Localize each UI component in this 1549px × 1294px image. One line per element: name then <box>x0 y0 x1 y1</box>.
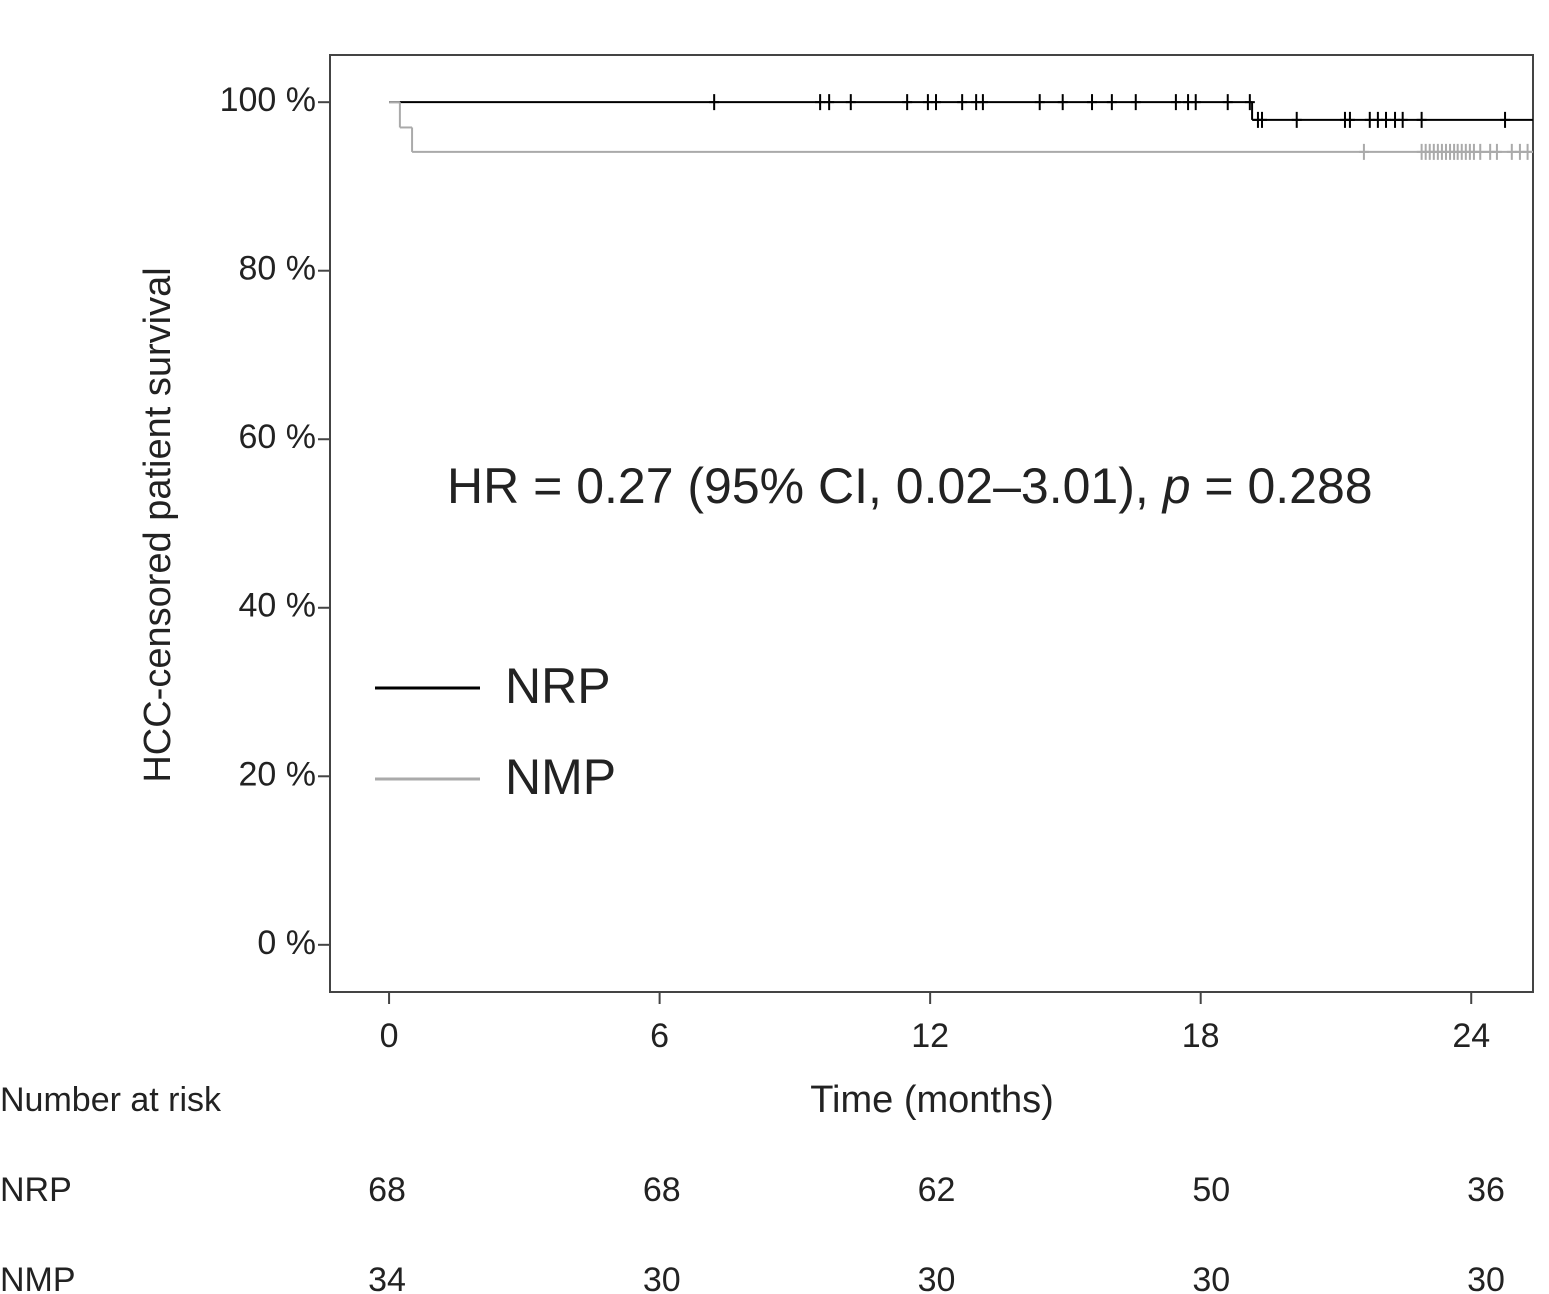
censor-mark <box>1106 94 1117 111</box>
risk-value: 68 <box>368 1171 406 1209</box>
censor-mark <box>1491 143 1502 160</box>
censor-mark <box>709 94 720 111</box>
censor-mark <box>1257 111 1268 128</box>
x-tick-label: 12 <box>911 1017 949 1055</box>
censor-mark <box>1130 94 1141 111</box>
annotation-text: HR = 0.27 (95% CI, 0.02–3.01), <box>447 458 1163 514</box>
y-tick-label: 40 % <box>239 587 317 625</box>
risk-value: 30 <box>918 1261 956 1294</box>
censor-mark <box>977 94 988 111</box>
censor-mark <box>931 94 942 111</box>
censor-mark <box>1190 94 1201 111</box>
censor-mark <box>1416 111 1427 128</box>
risk-value: 62 <box>918 1171 956 1209</box>
x-tick-label: 18 <box>1182 1017 1220 1055</box>
y-tick-label: 20 % <box>239 755 317 793</box>
censor-mark <box>1500 111 1511 128</box>
censor-mark <box>824 94 835 111</box>
censor-mark <box>1397 111 1408 128</box>
risk-value: 30 <box>1467 1261 1505 1294</box>
censor-mark <box>1222 94 1233 111</box>
plot-frame <box>329 54 1534 993</box>
y-tick-label: 0 % <box>257 924 316 962</box>
censor-mark <box>1170 94 1181 111</box>
censor-mark <box>1344 111 1355 128</box>
risk-row-label: NMP <box>0 1261 76 1294</box>
annotation-text: = 0.288 <box>1191 458 1373 514</box>
x-tick-label: 6 <box>650 1017 669 1055</box>
survival-curve <box>389 94 1533 128</box>
risk-value: 36 <box>1467 1171 1505 1209</box>
censor-mark <box>1244 94 1255 111</box>
censor-mark <box>1522 143 1533 160</box>
censor-mark <box>902 94 913 111</box>
risk-value: 50 <box>1192 1171 1230 1209</box>
risk-value: 30 <box>643 1261 681 1294</box>
survival-curve <box>389 101 1533 160</box>
censor-mark <box>957 94 968 111</box>
censor-mark <box>1291 111 1302 128</box>
y-tick-label: 60 % <box>239 418 317 456</box>
risk-value: 34 <box>368 1261 406 1294</box>
annotation: HR = 0.27 (95% CI, 0.02–3.01), p = 0.288 <box>447 458 1373 514</box>
x-tick-label: 24 <box>1452 1017 1490 1055</box>
risk-table-title: Number at risk <box>0 1081 222 1119</box>
y-tick-label: 100 % <box>220 81 316 119</box>
risk-row-label: NRP <box>0 1171 72 1209</box>
legend-label: NMP <box>505 749 616 805</box>
censor-mark <box>815 94 826 111</box>
y-axis-title: HCC-censored patient survival <box>137 267 179 782</box>
y-tick-label: 80 % <box>239 250 317 288</box>
x-tick-label: 0 <box>380 1017 399 1055</box>
risk-value: 30 <box>1192 1261 1230 1294</box>
censor-mark <box>1087 94 1098 111</box>
annotation-text: p <box>1161 458 1191 514</box>
censor-mark <box>1358 143 1369 160</box>
x-axis-title: Time (months) <box>810 1079 1054 1121</box>
censor-mark <box>1475 143 1486 160</box>
censor-mark <box>1034 94 1045 111</box>
censor-mark <box>845 94 856 111</box>
legend-label: NRP <box>505 658 611 714</box>
censor-mark <box>1057 94 1068 111</box>
censor-mark <box>1381 111 1392 128</box>
risk-value: 68 <box>643 1171 681 1209</box>
